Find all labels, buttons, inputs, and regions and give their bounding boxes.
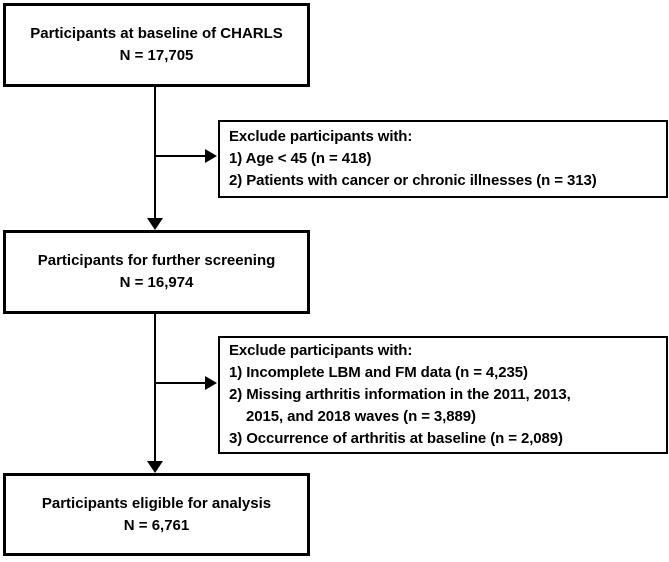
exclusion2-item-lbm-fm: 1) Incomplete LBM and FM data (n = 4,235… (229, 364, 528, 381)
baseline-box-count: N = 17,705 (119, 47, 194, 64)
connector-branch-to-exclusion1 (155, 155, 206, 157)
exclusion1-box: Exclude participants with: 1) Age < 45 (… (218, 120, 668, 198)
exclusion2-item-missing-arthritis-cont: 2015, and 2018 waves (n = 3,889) (246, 408, 476, 425)
eligible-box-count: N = 6,761 (123, 516, 190, 534)
exclusion1-item-age: 1) Age < 45 (n = 418) (229, 150, 372, 167)
exclusion2-item-baseline-arthritis: 3) Occurrence of arthritis at baseline (… (229, 430, 563, 447)
eligible-box: Participants eligible for analysis N = 6… (3, 473, 310, 556)
baseline-box: Participants at baseline of CHARLS N = 1… (3, 3, 310, 87)
exclusion2-item-missing-arthritis: 2) Missing arthritis information in the … (229, 386, 571, 403)
connector-branch-to-exclusion2 (155, 382, 206, 384)
connector-baseline-to-screening (154, 86, 156, 219)
screening-box-label: Participants for further screening (37, 252, 276, 269)
arrowhead-right-exclusion1-icon (205, 149, 217, 163)
eligible-box-label: Participants eligible for analysis (41, 494, 272, 512)
exclusion1-title: Exclude participants with: (229, 128, 413, 145)
exclusion2-box: Exclude participants with: 1) Incomplete… (218, 336, 668, 454)
exclusion2-title: Exclude participants with: (229, 342, 413, 359)
arrowhead-right-exclusion2-icon (205, 376, 217, 390)
screening-box-count: N = 16,974 (119, 274, 194, 291)
exclusion1-item-cancer: 2) Patients with cancer or chronic illne… (229, 172, 597, 189)
arrowhead-down-screening-icon (147, 218, 163, 230)
baseline-box-label: Participants at baseline of CHARLS (30, 25, 283, 42)
screening-box: Participants for further screening N = 1… (3, 230, 310, 314)
arrowhead-down-eligible-icon (147, 461, 163, 473)
connector-screening-to-eligible (154, 313, 156, 462)
